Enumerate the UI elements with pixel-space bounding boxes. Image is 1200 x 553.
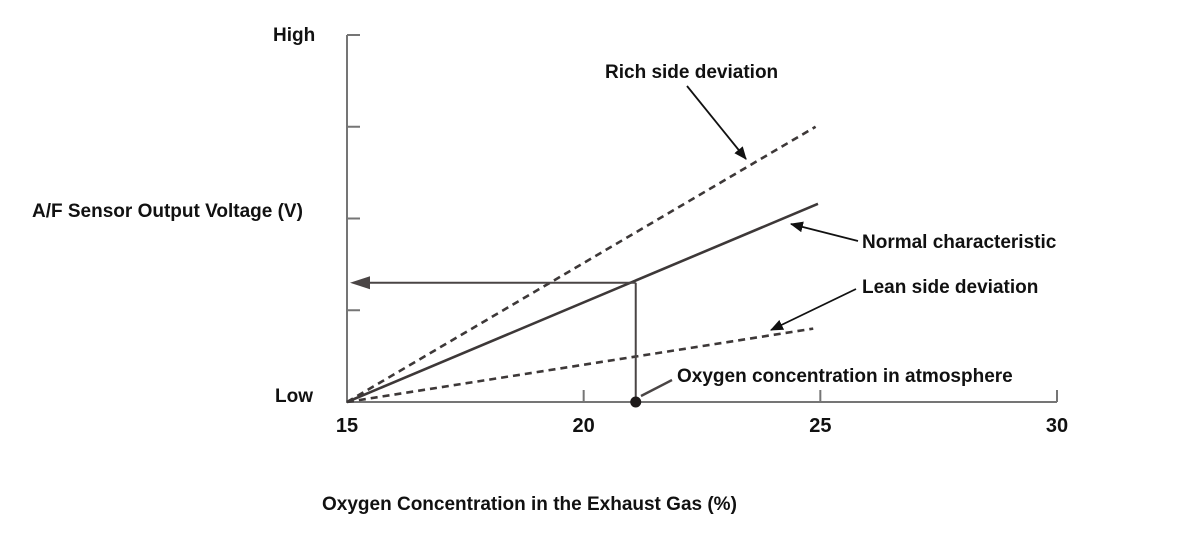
annotation-rich-side-deviation: Rich side deviation xyxy=(605,62,779,83)
series-line-lean-side-deviation xyxy=(346,327,814,404)
annotation-leader-1 xyxy=(789,221,859,242)
x-tick-label-20: 20 xyxy=(572,415,595,437)
y-axis-high-label: High xyxy=(273,25,316,46)
atmosphere-point-dot xyxy=(630,396,642,408)
series-line-rich-side-deviation xyxy=(346,125,817,404)
annotation-leader-0 xyxy=(686,85,747,160)
annotation-oxygen-atmosphere: Oxygen concentration in atmosphere xyxy=(677,366,1013,387)
y-axis-low-label: Low xyxy=(275,386,313,407)
x-tick-label-15: 15 xyxy=(335,415,359,437)
x-axis-title: Oxygen Concentration in the Exhaust Gas … xyxy=(322,494,737,515)
annotation-leader-2 xyxy=(770,288,857,331)
y-axis-title: A/F Sensor Output Voltage (V) xyxy=(32,201,303,222)
x-tick-label-25: 25 xyxy=(809,415,832,437)
indicator-arrowhead-icon xyxy=(350,276,370,290)
x-tick-label-30: 30 xyxy=(1045,415,1069,437)
annotation-normal-characteristic: Normal characteristic xyxy=(862,232,1057,253)
annotation-lean-side-deviation: Lean side deviation xyxy=(862,277,1039,298)
series-line-normal-characteristic xyxy=(346,202,819,404)
annotation-leader-3 xyxy=(640,378,673,398)
